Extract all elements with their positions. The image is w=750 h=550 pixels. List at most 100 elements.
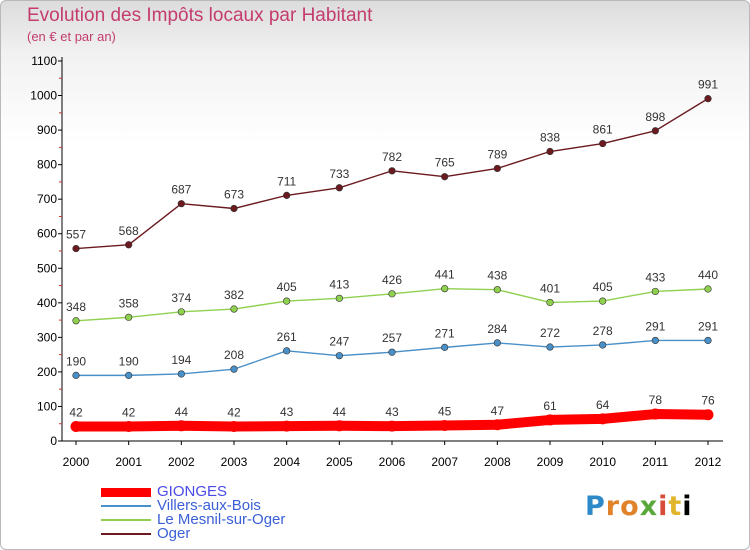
data-point [230, 365, 238, 373]
data-point [388, 290, 396, 298]
x-tick-label: 2003 [221, 455, 248, 469]
y-tick-label: 600 [37, 227, 57, 241]
data-label: 44 [175, 405, 189, 419]
data-point [651, 336, 659, 345]
data-point [123, 420, 135, 432]
data-point [704, 336, 712, 345]
x-tick-label: 2001 [115, 455, 142, 469]
data-point [493, 164, 501, 173]
x-tick-label: 2004 [273, 455, 300, 469]
data-point [439, 419, 451, 431]
x-tick-label: 2012 [695, 455, 722, 469]
data-point [546, 147, 554, 156]
data-point [177, 308, 185, 316]
y-tick-label: 300 [37, 330, 57, 344]
data-point [388, 348, 396, 356]
data-point [177, 370, 185, 378]
legend-label: GIONGES [157, 483, 228, 500]
x-tick-label: 2000 [63, 455, 90, 469]
legend-swatch [101, 505, 151, 507]
legend-item: GIONGES [101, 483, 285, 500]
legend-label: Oger [157, 525, 191, 542]
y-tick-label: 400 [37, 296, 57, 310]
data-label: 405 [277, 280, 297, 294]
y-tick-label: 1100 [31, 54, 57, 68]
data-point [704, 285, 712, 293]
y-tick-label: 1000 [30, 89, 57, 103]
data-label: 247 [329, 335, 349, 349]
data-point [491, 419, 503, 431]
data-label: 838 [540, 131, 560, 145]
legend-item: Oger [101, 525, 285, 542]
data-label: 261 [277, 330, 297, 344]
legend-label: Le Mesnil-sur-Oger [157, 511, 286, 528]
data-label: 861 [593, 123, 613, 137]
y-tick-label: 100 [37, 399, 57, 413]
data-label: 45 [438, 404, 452, 418]
data-label: 687 [171, 183, 191, 197]
y-tick-label: 900 [37, 123, 57, 137]
data-label: 413 [329, 277, 349, 291]
data-point [230, 305, 238, 313]
data-point [333, 420, 345, 432]
x-tick-label: 2006 [379, 455, 406, 469]
data-label: 43 [385, 405, 399, 419]
data-label: 557 [66, 228, 86, 242]
data-label: 208 [224, 348, 244, 362]
data-point [651, 127, 659, 135]
data-point [546, 298, 554, 307]
x-tick-label: 2007 [431, 455, 458, 469]
data-label: 272 [540, 326, 560, 340]
legend-swatch [101, 519, 151, 521]
data-point [386, 420, 398, 432]
data-point [335, 184, 343, 192]
data-point [72, 371, 80, 379]
x-tick-label: 2002 [168, 455, 195, 469]
x-tick-label: 2008 [484, 455, 511, 469]
data-label: 278 [593, 324, 613, 338]
data-label: 61 [543, 399, 557, 413]
data-label: 78 [649, 393, 663, 407]
data-label: 42 [122, 405, 136, 419]
data-label: 291 [698, 319, 718, 333]
data-label: 43 [280, 405, 294, 419]
data-point [125, 313, 133, 321]
data-point [597, 413, 609, 425]
data-point [283, 191, 291, 199]
x-tick-label: 2010 [589, 455, 616, 469]
data-label: 765 [435, 156, 455, 170]
data-label: 568 [119, 224, 139, 238]
data-point [335, 294, 343, 302]
data-label: 42 [69, 405, 83, 419]
data-label: 433 [645, 270, 665, 284]
data-label: 64 [596, 398, 610, 412]
legend-label: Villers-aux-Bois [157, 497, 261, 514]
chart-title: Evolution des Impôts locaux par Habitant [27, 5, 373, 26]
proxiti-logo: Proxiti [585, 491, 693, 522]
data-label: 291 [645, 319, 665, 333]
data-point [388, 167, 396, 175]
y-tick-label: 700 [37, 192, 57, 206]
y-tick-label: 800 [37, 158, 57, 172]
data-point [72, 244, 80, 253]
data-point [125, 241, 133, 249]
data-point [493, 339, 501, 347]
data-label: 711 [277, 174, 296, 188]
x-tick-label: 2005 [326, 455, 353, 469]
data-label: 358 [119, 296, 139, 310]
data-point [599, 341, 607, 349]
data-point [228, 420, 240, 432]
data-label: 42 [227, 405, 241, 419]
data-point [125, 371, 133, 379]
data-label: 382 [224, 288, 244, 302]
data-point [704, 95, 712, 103]
chart-subtitle: (en € et par an) [27, 29, 116, 44]
legend-swatch [101, 533, 151, 535]
data-label: 426 [382, 273, 402, 287]
data-label: 348 [66, 300, 86, 314]
data-point [70, 420, 82, 432]
data-point [177, 200, 185, 208]
data-point [72, 317, 80, 325]
x-tick-label: 2011 [642, 455, 668, 469]
